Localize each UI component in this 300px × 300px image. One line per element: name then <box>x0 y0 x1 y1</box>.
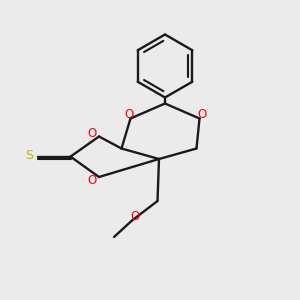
Text: O: O <box>88 173 97 187</box>
Text: S: S <box>25 148 33 162</box>
Text: O: O <box>130 209 140 223</box>
Text: O: O <box>124 107 134 121</box>
Text: O: O <box>88 127 97 140</box>
Text: O: O <box>198 107 207 121</box>
